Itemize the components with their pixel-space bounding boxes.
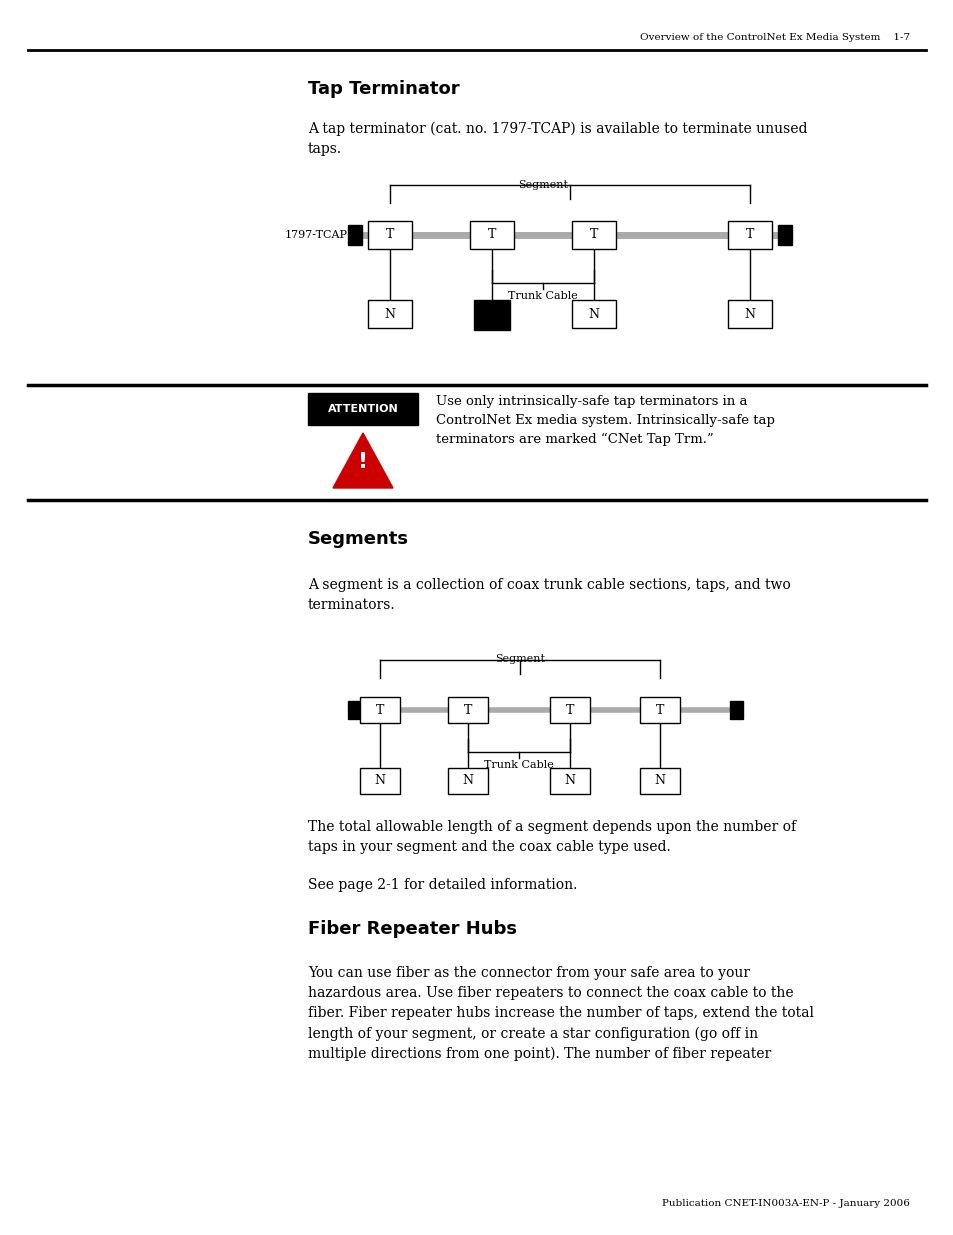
Text: N: N bbox=[462, 774, 473, 788]
Bar bbox=[727, 300, 771, 329]
Text: T: T bbox=[375, 704, 384, 716]
Text: The total allowable length of a segment depends upon the number of
taps in your : The total allowable length of a segment … bbox=[308, 820, 796, 855]
Text: Segments: Segments bbox=[308, 530, 409, 548]
Text: Fiber Repeater Hubs: Fiber Repeater Hubs bbox=[308, 920, 517, 939]
Bar bbox=[639, 768, 679, 794]
Bar bbox=[470, 221, 514, 249]
Bar bbox=[550, 697, 589, 722]
Text: ATTENTION: ATTENTION bbox=[327, 404, 398, 414]
Bar bbox=[639, 697, 679, 722]
Text: Segment: Segment bbox=[495, 655, 544, 664]
Text: T: T bbox=[589, 228, 598, 242]
Bar bbox=[550, 768, 589, 794]
Text: !: ! bbox=[357, 452, 368, 472]
Bar bbox=[729, 701, 742, 719]
Text: N: N bbox=[564, 774, 575, 788]
Bar bbox=[572, 221, 616, 249]
Bar bbox=[368, 221, 412, 249]
Text: T: T bbox=[565, 704, 574, 716]
Bar bbox=[348, 225, 361, 245]
Bar bbox=[448, 768, 488, 794]
Text: T: T bbox=[745, 228, 754, 242]
Text: Use only intrinsically-safe tap terminators in a
ControlNet Ex media system. Int: Use only intrinsically-safe tap terminat… bbox=[436, 395, 774, 446]
Text: Publication CNET-IN003A-EN-P - January 2006: Publication CNET-IN003A-EN-P - January 2… bbox=[661, 1199, 909, 1208]
Bar bbox=[359, 768, 399, 794]
Polygon shape bbox=[333, 433, 393, 488]
Bar bbox=[474, 300, 510, 330]
Bar bbox=[572, 300, 616, 329]
Text: N: N bbox=[375, 774, 385, 788]
Text: T: T bbox=[487, 228, 496, 242]
Text: T: T bbox=[655, 704, 663, 716]
Text: Trunk Cable: Trunk Cable bbox=[508, 291, 578, 301]
Text: N: N bbox=[384, 308, 395, 321]
Text: N: N bbox=[588, 308, 598, 321]
Bar bbox=[727, 221, 771, 249]
Bar bbox=[448, 697, 488, 722]
Text: A segment is a collection of coax trunk cable sections, taps, and two
terminator: A segment is a collection of coax trunk … bbox=[308, 578, 790, 613]
Bar bbox=[348, 701, 360, 719]
Bar bbox=[368, 300, 412, 329]
Text: See page 2-1 for detailed information.: See page 2-1 for detailed information. bbox=[308, 878, 577, 892]
Text: N: N bbox=[743, 308, 755, 321]
Text: Tap Terminator: Tap Terminator bbox=[308, 80, 459, 98]
Text: N: N bbox=[654, 774, 665, 788]
Text: T: T bbox=[463, 704, 472, 716]
Text: 1797-TCAP: 1797-TCAP bbox=[285, 230, 348, 240]
Bar bbox=[778, 225, 791, 245]
Text: Overview of the ControlNet Ex Media System    1-7: Overview of the ControlNet Ex Media Syst… bbox=[639, 33, 909, 42]
Bar bbox=[308, 393, 417, 425]
Bar bbox=[359, 697, 399, 722]
Text: T: T bbox=[385, 228, 394, 242]
Text: You can use fiber as the connector from your safe area to your
hazardous area. U: You can use fiber as the connector from … bbox=[308, 966, 813, 1061]
Text: A tap terminator (cat. no. 1797-TCAP) is available to terminate unused
taps.: A tap terminator (cat. no. 1797-TCAP) is… bbox=[308, 122, 806, 157]
Text: Trunk Cable: Trunk Cable bbox=[483, 760, 554, 769]
Text: Segment: Segment bbox=[517, 180, 567, 190]
